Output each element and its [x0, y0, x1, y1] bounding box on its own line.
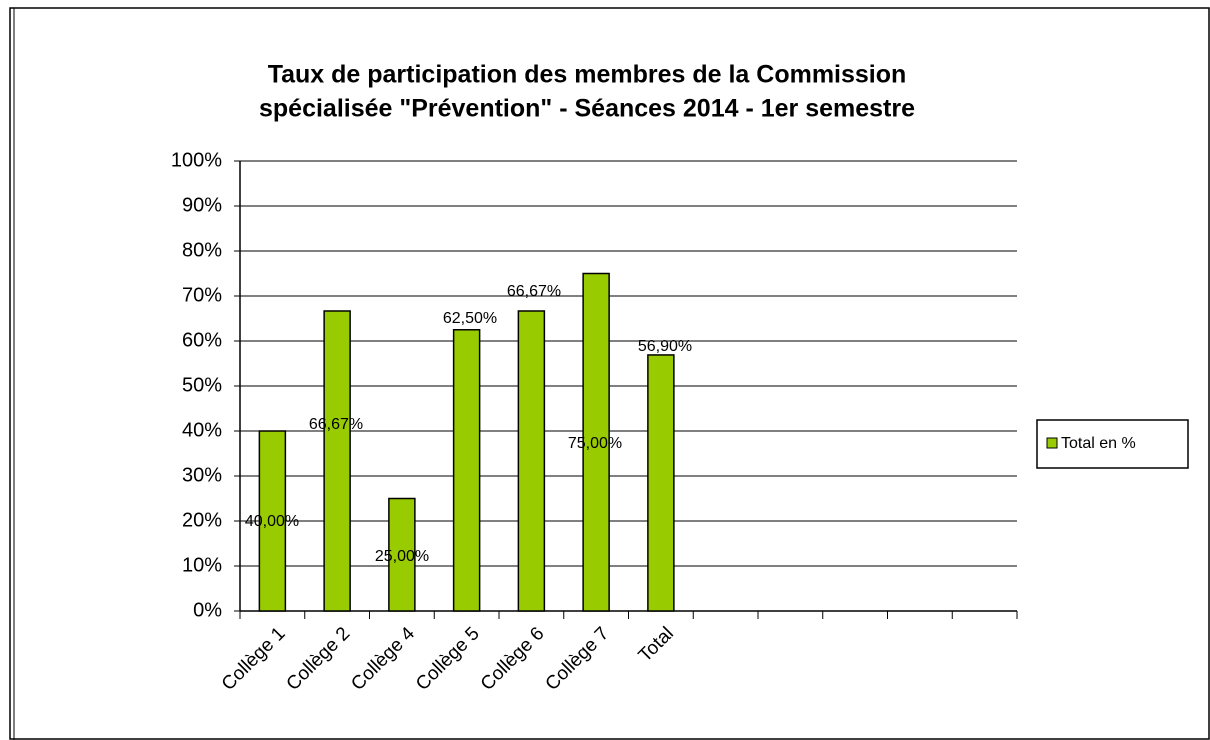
y-tick-label: 70% — [182, 284, 222, 306]
legend-box — [1036, 419, 1189, 469]
chart-title: Taux de participation des membres de la … — [268, 61, 907, 89]
data-label: 40,00% — [245, 513, 299, 530]
data-label: 66,67% — [309, 416, 363, 433]
data-label: 75,00% — [568, 435, 622, 452]
bar — [582, 272, 610, 612]
y-tick-label: 20% — [182, 509, 222, 531]
bar — [258, 430, 287, 612]
y-tick-label: 100% — [171, 149, 222, 171]
data-label: 25,00% — [375, 548, 429, 565]
legend-label: Total en % — [1061, 435, 1136, 452]
bar — [323, 310, 351, 612]
bar — [647, 354, 675, 612]
bar — [517, 310, 546, 612]
data-label: 56,90% — [638, 338, 692, 355]
bar — [388, 497, 416, 612]
y-tick-label: 90% — [182, 194, 222, 216]
y-tick-label: 0% — [193, 599, 222, 621]
y-tick-label: 30% — [182, 464, 222, 486]
y-tick-label: 80% — [182, 239, 222, 261]
bar — [452, 329, 481, 612]
y-tick-label: 50% — [182, 374, 222, 396]
y-tick-label: 60% — [182, 329, 222, 351]
y-tick-label: 10% — [182, 554, 222, 576]
data-label: 66,67% — [507, 283, 561, 300]
chart-title: spécialisée "Prévention" - Séances 2014 … — [259, 95, 915, 123]
legend-swatch — [1046, 437, 1058, 449]
y-tick-label: 40% — [182, 419, 222, 441]
data-label: 62,50% — [443, 310, 497, 327]
